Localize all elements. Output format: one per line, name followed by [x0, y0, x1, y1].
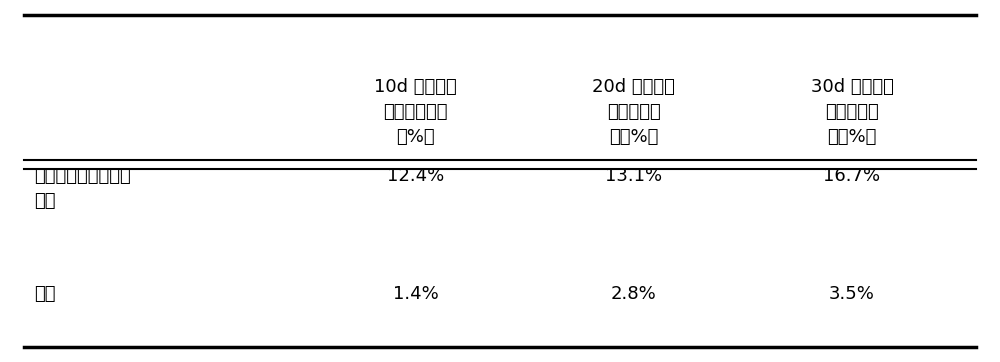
Text: 3.5%: 3.5%: [829, 285, 875, 303]
Text: 30d 全生物降
解地膜失重
率（%）: 30d 全生物降 解地膜失重 率（%）: [811, 79, 893, 147]
Text: 1.4%: 1.4%: [393, 285, 439, 303]
Text: 10d 全生物降
解地膜失重率
（%）: 10d 全生物降 解地膜失重率 （%）: [374, 79, 457, 147]
Text: 空白: 空白: [34, 285, 55, 303]
Text: 2.8%: 2.8%: [611, 285, 657, 303]
Text: 20d 全生物降
解地膜失重
率（%）: 20d 全生物降 解地膜失重 率（%）: [592, 79, 675, 147]
Text: 13.1%: 13.1%: [605, 167, 662, 185]
Text: 添加功能菌的生物有
机肥: 添加功能菌的生物有 机肥: [34, 167, 131, 210]
Text: 12.4%: 12.4%: [387, 167, 444, 185]
Text: 16.7%: 16.7%: [823, 167, 881, 185]
